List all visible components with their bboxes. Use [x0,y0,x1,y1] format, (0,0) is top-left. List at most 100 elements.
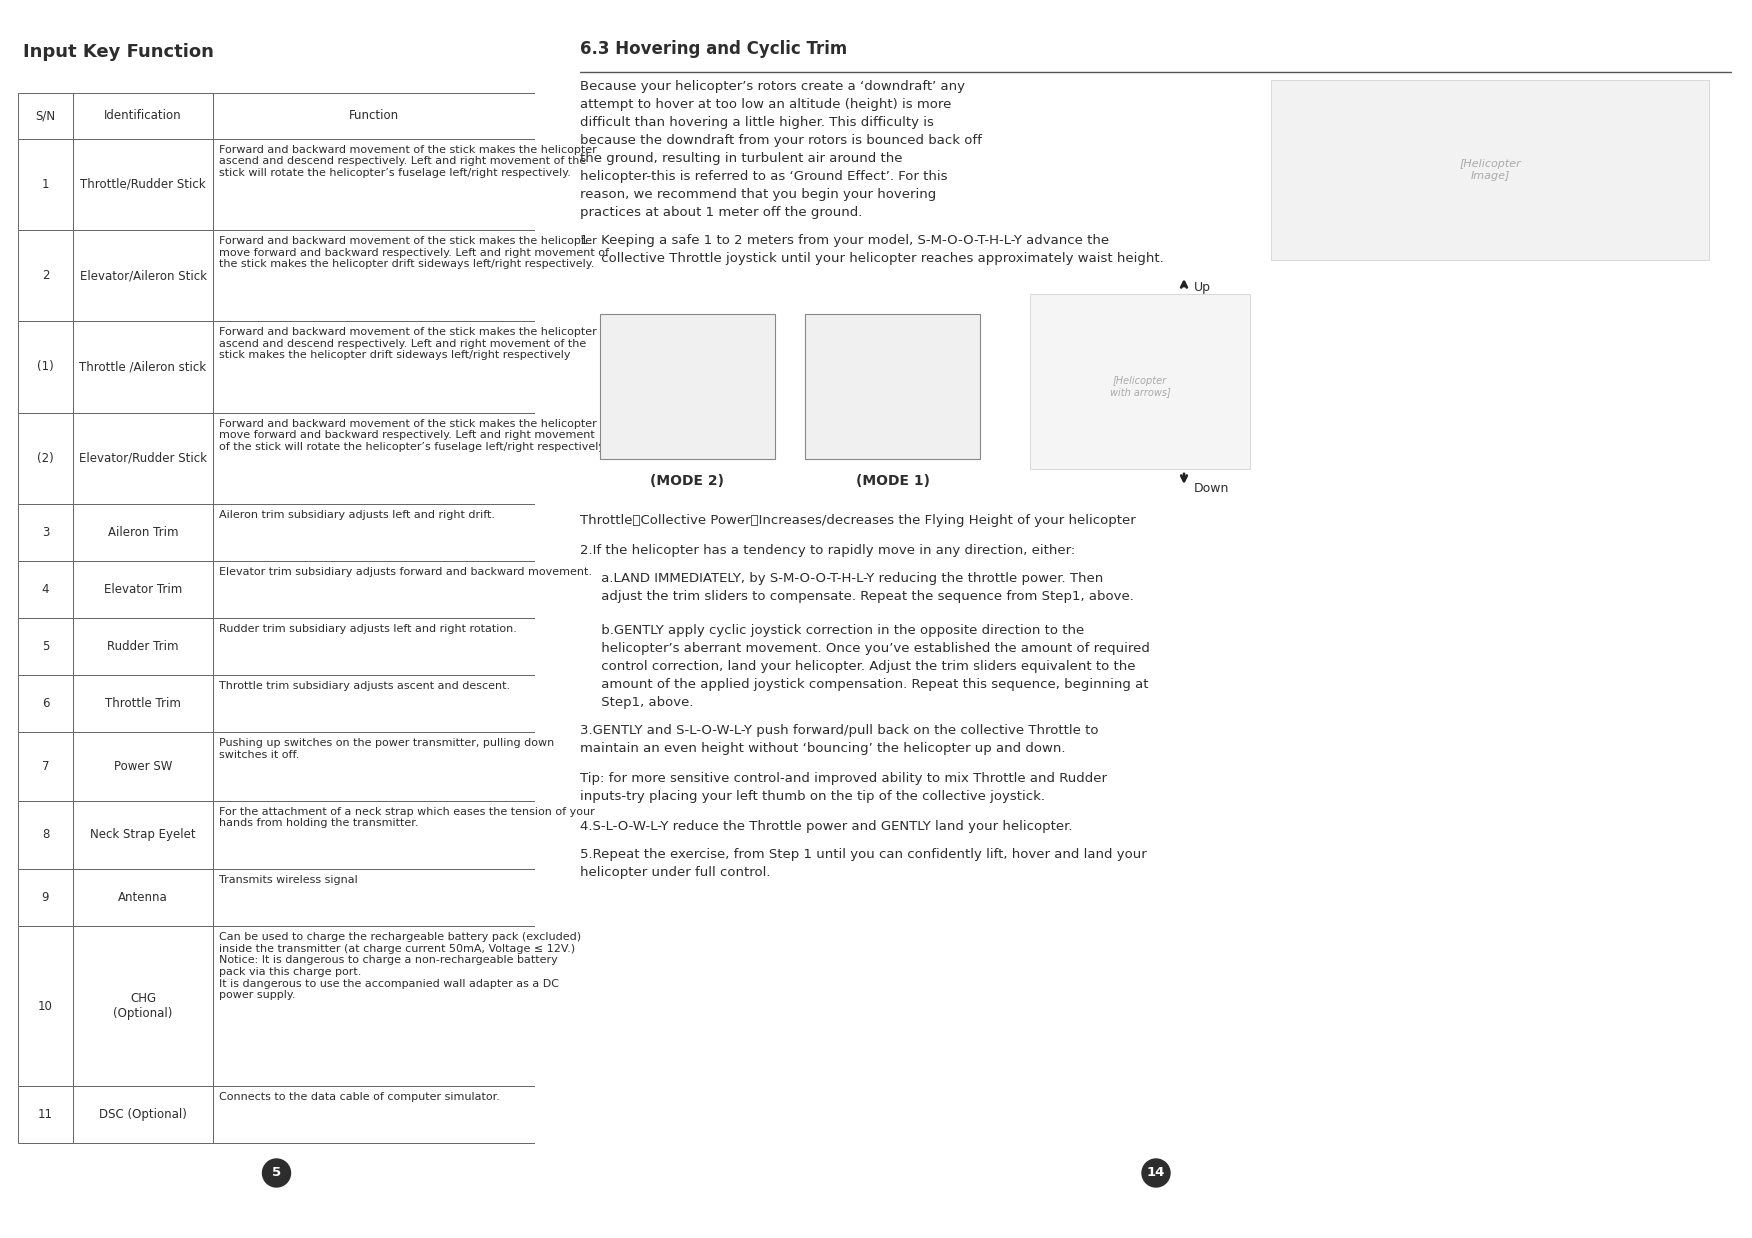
Text: 10: 10 [39,999,53,1013]
Bar [214,412,534,504]
Bar [18,926,74,1086]
Text: 2.If the helicopter has a tendency to rapidly move in any direction, either:: 2.If the helicopter has a tendency to ra… [580,543,1076,557]
Bar [214,801,534,869]
Text: 6: 6 [42,697,49,711]
Text: Down: Down [1195,482,1230,495]
Bar [214,732,534,801]
Text: 5.Repeat the exercise, from Step 1 until you can confidently lift, hover and lan: 5.Repeat the exercise, from Step 1 until… [580,848,1148,879]
Text: a.LAND IMMEDIATELY, by S-M-O-O-T-H-L-Y reducing the throttle power. Then
     ad: a.LAND IMMEDIATELY, by S-M-O-O-T-H-L-Y r… [580,572,1134,603]
Text: (MODE 2): (MODE 2) [650,474,725,488]
Text: Pushing up switches on the power transmitter, pulling down
switches it off.: Pushing up switches on the power transmi… [219,738,554,760]
Bar [214,504,534,561]
Text: Throttle/Rudder Stick: Throttle/Rudder Stick [81,178,205,191]
Circle shape [263,1159,291,1187]
Bar [18,869,74,926]
Text: (MODE 1): (MODE 1) [855,474,930,488]
Text: Identification: Identification [103,109,182,123]
Bar [74,93,214,139]
Text: Can be used to charge the rechargeable battery pack (excluded)
inside the transm: Can be used to charge the rechargeable b… [219,932,582,1000]
Text: Transmits wireless signal: Transmits wireless signal [219,875,357,885]
Text: Elevator/Rudder Stick: Elevator/Rudder Stick [79,452,207,464]
Text: 8: 8 [42,828,49,842]
Text: (2): (2) [37,452,54,464]
Bar [74,230,214,321]
Bar [18,1086,74,1143]
Bar [214,869,534,926]
Bar [214,93,534,139]
Bar [214,618,534,675]
Text: Forward and backward movement of the stick makes the helicopter
move forward and: Forward and backward movement of the sti… [219,236,610,269]
Text: 5: 5 [272,1166,280,1180]
Text: 3.GENTLY and S-L-O-W-L-Y push forward/pull back on the collective Throttle to
ma: 3.GENTLY and S-L-O-W-L-Y push forward/pu… [580,724,1099,755]
Text: Aileron Trim: Aileron Trim [109,526,179,539]
FancyBboxPatch shape [599,314,774,459]
Text: Rudder trim subsidiary adjusts left and right rotation.: Rudder trim subsidiary adjusts left and … [219,624,517,634]
Text: Function: Function [349,109,399,123]
Text: 11: 11 [39,1108,53,1120]
Text: Elevator Trim: Elevator Trim [103,583,182,595]
Bar [74,1086,214,1143]
Bar [18,504,74,561]
Text: [Helicopter
Image]: [Helicopter Image] [1459,160,1521,181]
Text: 9: 9 [42,891,49,904]
Bar [74,321,214,412]
Bar [214,230,534,321]
Text: 6.3 Hovering and Cyclic Trim: 6.3 Hovering and Cyclic Trim [580,40,848,58]
Text: For the attachment of a neck strap which eases the tension of your
hands from ho: For the attachment of a neck strap which… [219,807,594,828]
Text: Throttle Trim: Throttle Trim [105,697,180,711]
Bar [214,139,534,230]
Bar [74,504,214,561]
FancyBboxPatch shape [1272,80,1708,260]
Text: Tip: for more sensitive control-and improved ability to mix Throttle and Rudder
: Tip: for more sensitive control-and impr… [580,773,1107,803]
Text: Aileron trim subsidiary adjusts left and right drift.: Aileron trim subsidiary adjusts left and… [219,510,496,520]
Text: 4: 4 [42,583,49,595]
Bar [74,675,214,732]
Bar [18,230,74,321]
Text: S/N: S/N [35,109,56,123]
Text: Rudder Trim: Rudder Trim [107,640,179,652]
Text: Up: Up [1195,281,1211,293]
Text: Throttle（Collective Power）Increases/decreases the Flying Height of your helicopt: Throttle（Collective Power）Increases/decr… [580,514,1135,527]
Text: Connects to the data cable of computer simulator.: Connects to the data cable of computer s… [219,1092,499,1102]
Text: 2: 2 [42,269,49,282]
Bar [18,321,74,412]
Text: Input Key Function: Input Key Function [23,43,214,61]
Bar [74,618,214,675]
Text: Throttle trim subsidiary adjusts ascent and descent.: Throttle trim subsidiary adjusts ascent … [219,681,510,691]
Bar [18,675,74,732]
Text: Power SW: Power SW [114,760,172,773]
Text: CHG
(Optional): CHG (Optional) [114,992,173,1020]
Bar [74,412,214,504]
Text: 14: 14 [1148,1166,1165,1180]
Text: DSC (Optional): DSC (Optional) [100,1108,187,1120]
Text: 7: 7 [42,760,49,773]
FancyBboxPatch shape [1030,293,1249,469]
Text: [Helicopter
with arrows]: [Helicopter with arrows] [1109,375,1170,397]
Text: 4.S-L-O-W-L-Y reduce the Throttle power and GENTLY land your helicopter.: 4.S-L-O-W-L-Y reduce the Throttle power … [580,820,1072,833]
Bar [18,412,74,504]
Text: Because your helicopter’s rotors create a ‘downdraft’ any
attempt to hover at to: Because your helicopter’s rotors create … [580,80,981,219]
Text: Elevator trim subsidiary adjusts forward and backward movement.: Elevator trim subsidiary adjusts forward… [219,567,592,577]
Circle shape [1142,1159,1170,1187]
Text: 5: 5 [42,640,49,652]
Bar [18,139,74,230]
Text: Neck Strap Eyelet: Neck Strap Eyelet [89,828,196,842]
Text: 1.  Keeping a safe 1 to 2 meters from your model, S-M-O-O-T-H-L-Y advance the
  : 1. Keeping a safe 1 to 2 meters from you… [580,234,1163,265]
FancyBboxPatch shape [804,314,979,459]
Text: Forward and backward movement of the stick makes the helicopter
ascend and desce: Forward and backward movement of the sti… [219,327,597,360]
Text: Elevator/Aileron Stick: Elevator/Aileron Stick [79,269,207,282]
Bar [74,732,214,801]
Bar [74,139,214,230]
Bar [214,926,534,1086]
Bar [18,801,74,869]
Bar [18,561,74,618]
Text: Forward and backward movement of the stick makes the helicopter
move forward and: Forward and backward movement of the sti… [219,418,606,452]
Bar [18,618,74,675]
Bar [214,1086,534,1143]
Text: b.GENTLY apply cyclic joystick correction in the opposite direction to the
     : b.GENTLY apply cyclic joystick correctio… [580,624,1149,709]
Text: Forward and backward movement of the stick makes the helicopter
ascend and desce: Forward and backward movement of the sti… [219,145,597,178]
Bar [74,869,214,926]
Bar [214,561,534,618]
Text: Antenna: Antenna [117,891,168,904]
Bar [74,561,214,618]
